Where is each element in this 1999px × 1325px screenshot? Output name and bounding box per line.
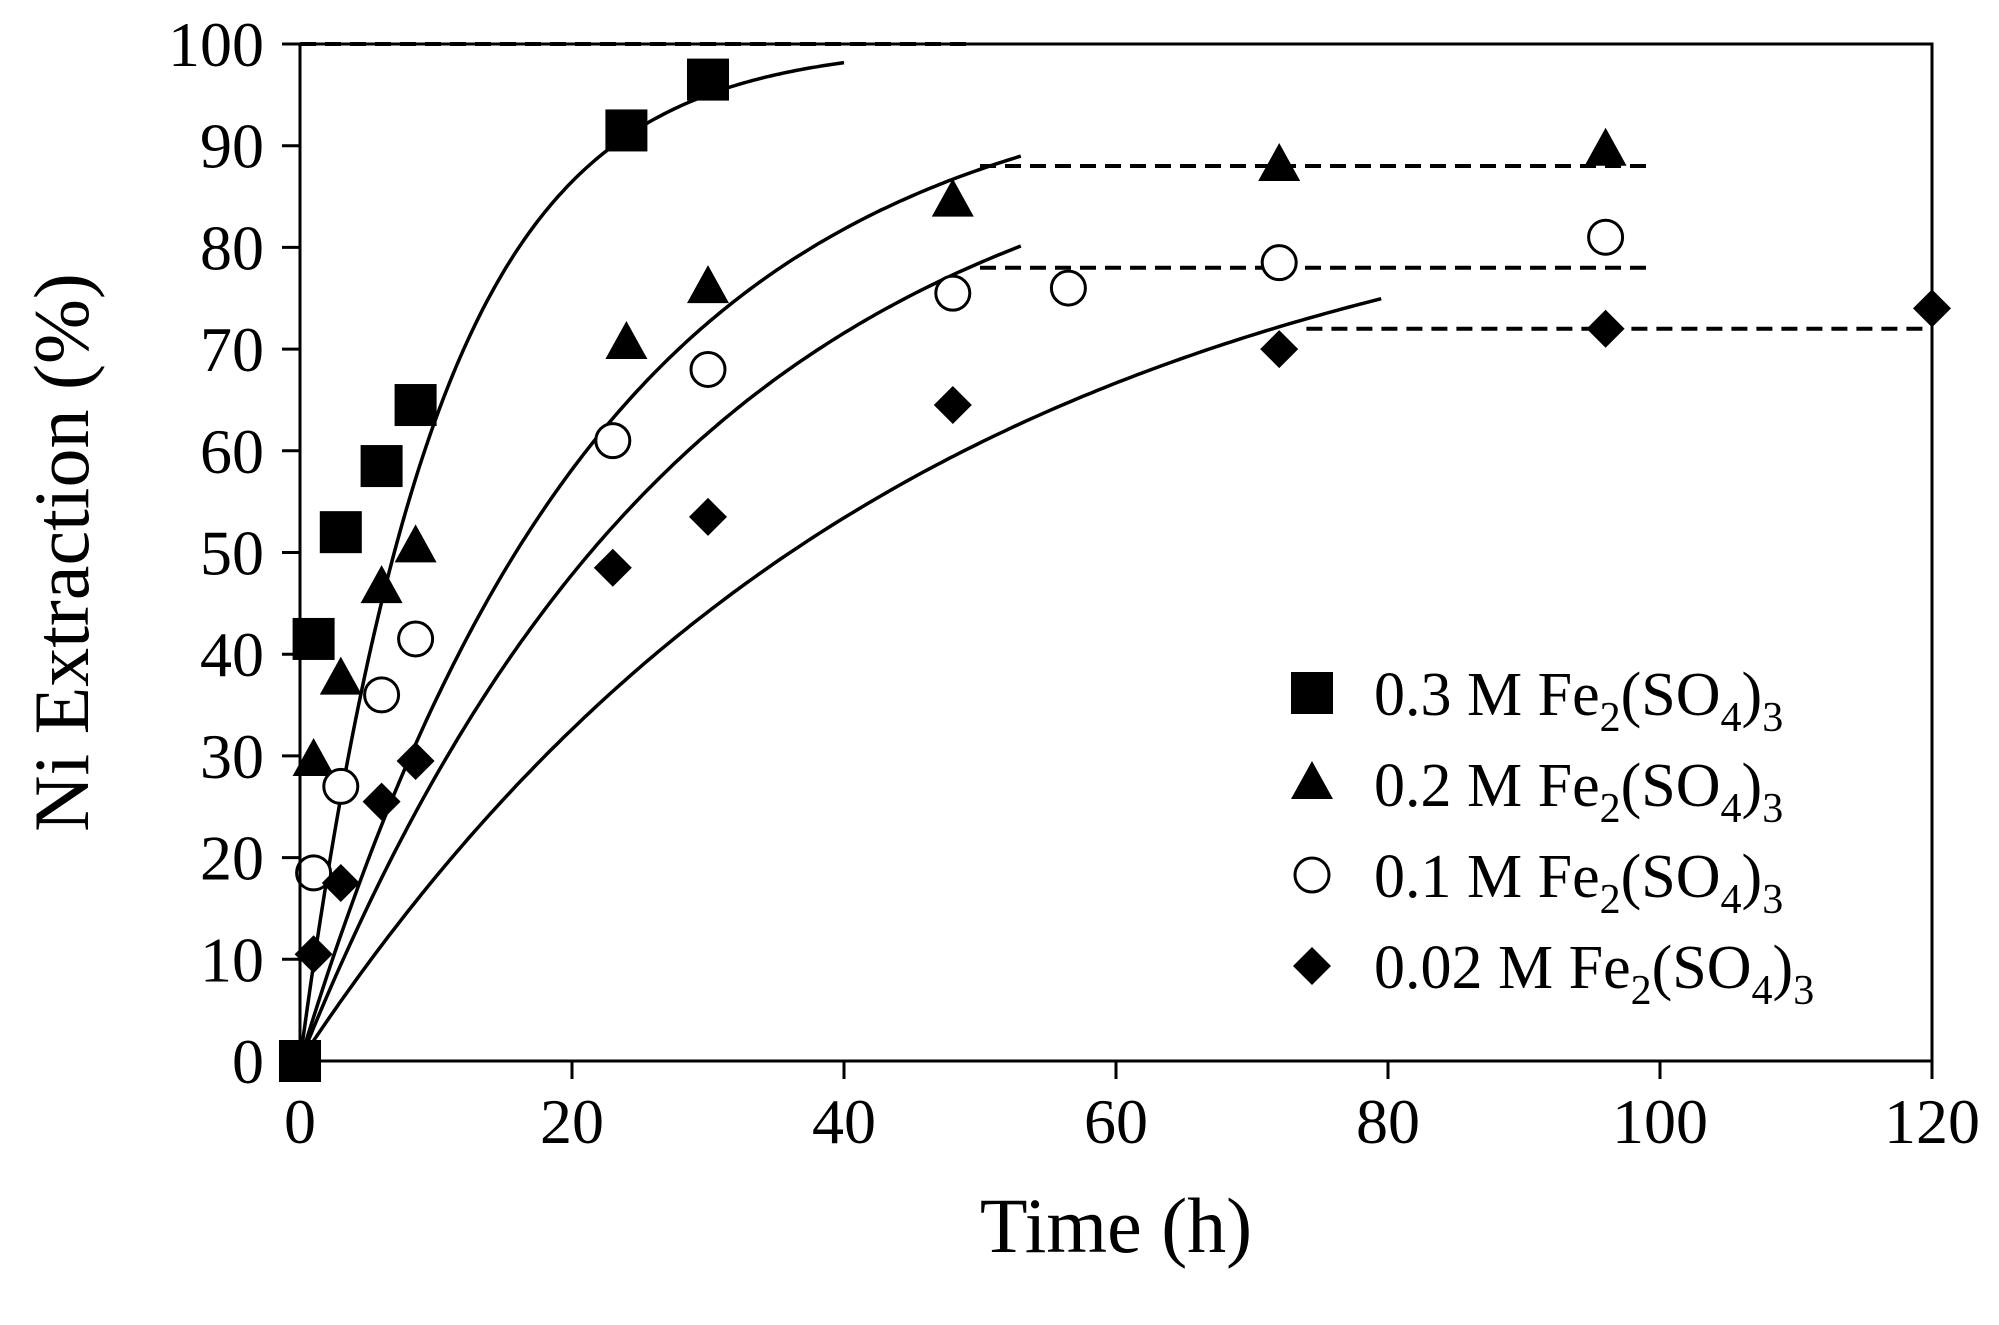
y-tick-label: 0	[232, 1026, 264, 1097]
plateau-lines	[300, 42, 1926, 331]
triangle-point	[319, 656, 362, 695]
data-points	[279, 58, 1951, 1082]
triangle-point	[1258, 143, 1301, 182]
open-circle-point	[934, 274, 972, 312]
legend-label-part: 3	[1762, 786, 1783, 832]
legend-label: 0.2 M Fe2(SO4)3	[1374, 752, 1783, 832]
legend-label-part: 0.2 M Fe	[1374, 752, 1600, 820]
square-point	[319, 511, 362, 554]
x-tick-label: 60	[1084, 1086, 1148, 1157]
open-circle-point	[689, 350, 727, 388]
legend-marker-open-circle	[1293, 856, 1331, 894]
open-circle-point	[397, 620, 435, 658]
fit-curve	[298, 60, 845, 1062]
x-tick-label: 120	[1884, 1086, 1980, 1157]
legend-label-part: (SO	[1621, 752, 1721, 820]
y-axis-title: Ni Extraction (%)	[18, 273, 105, 832]
diamond-point	[1260, 330, 1299, 369]
legend-label-part: )	[1742, 752, 1763, 820]
legend-label-part: 4	[1752, 968, 1773, 1014]
triangle-point	[687, 265, 729, 304]
open-circle-point	[594, 422, 632, 460]
square-point	[687, 58, 729, 101]
legend-label-part: 3	[1762, 695, 1783, 741]
legend-marker-triangle	[1291, 761, 1333, 799]
x-axis-ticks: 0 20 40 60 80 100 120	[284, 1061, 1980, 1157]
legend-label-part: 2	[1600, 877, 1621, 923]
x-tick-label: 0	[284, 1086, 316, 1157]
open-circle-point	[363, 676, 401, 714]
legend-label: 0.1 M Fe2(SO4)3	[1374, 843, 1783, 923]
legend-label-part: 4	[1721, 786, 1742, 832]
y-tick-label: 30	[200, 721, 264, 792]
y-tick-label: 90	[200, 111, 264, 182]
diamond-point	[689, 497, 727, 536]
diamond-point	[294, 935, 333, 974]
x-axis-title: Time (h)	[980, 1182, 1252, 1269]
open-circle-point	[295, 854, 333, 892]
diamond-point	[321, 864, 360, 903]
legend-label-part: )	[1742, 843, 1763, 911]
legend-label: 0.3 M Fe2(SO4)3	[1374, 661, 1783, 741]
fit-curve	[298, 244, 1022, 1062]
y-tick-label: 40	[200, 619, 264, 690]
legend-label-part: 4	[1721, 877, 1742, 923]
triangle-point	[605, 321, 648, 360]
triangle-point	[931, 178, 974, 217]
legend-marker-diamond	[1293, 947, 1331, 985]
legend-label-part: (SO	[1621, 843, 1721, 911]
legend-label-part: 0.3 M Fe	[1374, 661, 1600, 729]
x-tick-label: 20	[540, 1086, 604, 1157]
legend-label-part: )	[1773, 934, 1794, 1002]
y-tick-label: 100	[168, 9, 264, 80]
legend: 0.3 M Fe2(SO4)30.2 M Fe2(SO4)30.1 M Fe2(…	[1291, 661, 1814, 1014]
legend-marker-square	[1291, 672, 1333, 714]
fit-curve	[298, 154, 1022, 1062]
diamond-point	[362, 782, 401, 821]
fit-curves	[298, 60, 1382, 1062]
y-tick-label: 20	[200, 823, 264, 894]
y-tick-label: 70	[200, 314, 264, 385]
y-tick-label: 50	[200, 518, 264, 589]
legend-label-part: 2	[1600, 786, 1621, 832]
y-axis-ticks: 0 10 20 30 40 50 60 70 80 90 100	[168, 9, 300, 1097]
legend-label-part: (SO	[1652, 934, 1752, 1002]
diamond-point	[396, 741, 435, 780]
triangle-point	[360, 565, 403, 604]
legend-label-part: )	[1742, 661, 1763, 729]
open-circle-point	[1587, 218, 1625, 256]
legend-label-part: 2	[1631, 968, 1652, 1014]
legend-label-part: 0.1 M Fe	[1374, 843, 1600, 911]
diamond-point	[933, 386, 972, 425]
legend-label-part: 3	[1793, 968, 1814, 1014]
fit-curve	[298, 297, 1382, 1062]
square-point	[394, 384, 437, 427]
triangle-point	[394, 524, 437, 563]
legend-label-part: (SO	[1621, 661, 1721, 729]
open-circle-point	[1049, 269, 1087, 307]
triangle-point	[1584, 127, 1627, 166]
open-circle-point	[322, 767, 360, 805]
x-tick-label: 100	[1612, 1086, 1708, 1157]
x-tick-label: 40	[812, 1086, 876, 1157]
open-circle-point	[1260, 244, 1298, 282]
square-point	[605, 109, 648, 152]
y-tick-label: 60	[200, 416, 264, 487]
legend-label-part: 2	[1600, 695, 1621, 741]
square-point	[360, 445, 403, 488]
legend-label-part: 3	[1762, 877, 1783, 923]
legend-label-part: 0.02 M Fe	[1374, 934, 1631, 1002]
triangle-point	[292, 737, 335, 776]
y-tick-label: 80	[200, 212, 264, 283]
x-tick-label: 80	[1356, 1086, 1420, 1157]
y-tick-label: 10	[200, 924, 264, 995]
legend-label: 0.02 M Fe2(SO4)3	[1374, 934, 1814, 1014]
legend-label-part: 4	[1721, 695, 1742, 741]
diamond-point	[1586, 309, 1625, 348]
diamond-point	[593, 548, 632, 587]
